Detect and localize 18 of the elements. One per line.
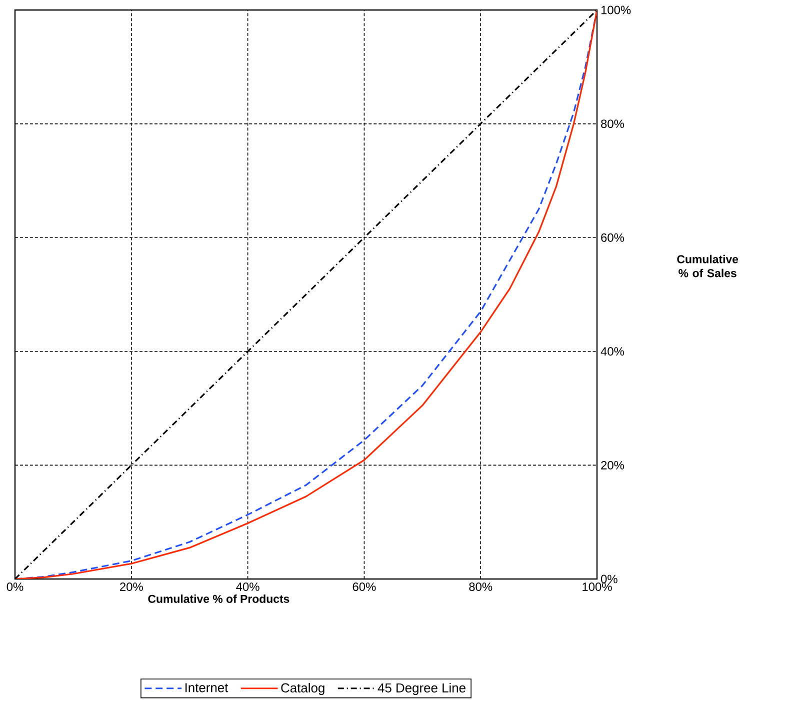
legend-label: 45 Degree Line (378, 682, 466, 696)
x-tick-label: 0% (6, 582, 24, 591)
x-tick-label: 60% (352, 582, 376, 591)
legend-label: Catalog (281, 682, 324, 696)
x-tick-label: 80% (469, 582, 492, 591)
y-tick-label: 0% (600, 574, 618, 584)
x-tick-label: 100% (582, 582, 612, 591)
y-tick-label: 40% (600, 347, 624, 356)
y-tick-label: 60% (601, 233, 624, 242)
x-tick-label: 40% (236, 582, 260, 591)
x-axis-title: Cumulative % of Products (148, 594, 290, 603)
y-tick-label: 80% (601, 120, 624, 128)
legend-label: Internet (185, 683, 228, 692)
y-tick-label: 100% (601, 6, 631, 14)
y-tick-label: 20% (601, 460, 624, 470)
line-series (15, 10, 598, 579)
x-tick-label: 20% (120, 582, 143, 591)
y-axis-title: Cumulative % of Sales (677, 254, 738, 278)
